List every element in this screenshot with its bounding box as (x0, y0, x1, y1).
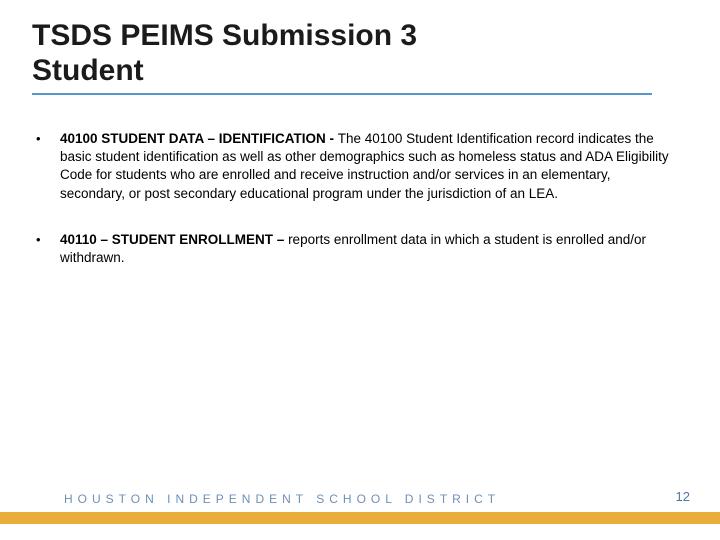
bullet-marker: • (36, 130, 60, 148)
slide: TSDS PEIMS Submission 3 Student • 40100 … (0, 0, 720, 540)
slide-title: TSDS PEIMS Submission 3 Student (32, 18, 672, 89)
bullet-text: 40110 – STUDENT ENROLLMENT – reports enr… (60, 231, 676, 267)
title-line-1: TSDS PEIMS Submission 3 (32, 19, 417, 52)
bullet-marker: • (36, 231, 60, 249)
title-line-2: Student (32, 54, 144, 87)
title-underline (32, 93, 652, 95)
page-number: 12 (676, 489, 690, 504)
title-block: TSDS PEIMS Submission 3 Student (32, 18, 672, 95)
bullet-bold-lead: 40110 – STUDENT ENROLLMENT – (60, 232, 288, 247)
bullet-text: 40100 STUDENT DATA – IDENTIFICATION - Th… (60, 130, 676, 203)
bullet-item: • 40100 STUDENT DATA – IDENTIFICATION - … (36, 130, 676, 203)
footer-org: HOUSTON INDEPENDENT SCHOOL DISTRICT (64, 492, 500, 506)
footer-stripe (0, 512, 720, 524)
body-block: • 40100 STUDENT DATA – IDENTIFICATION - … (36, 130, 676, 295)
bullet-item: • 40110 – STUDENT ENROLLMENT – reports e… (36, 231, 676, 267)
bullet-bold-lead: 40100 STUDENT DATA – IDENTIFICATION - (60, 131, 338, 146)
footer: HOUSTON INDEPENDENT SCHOOL DISTRICT 12 (0, 480, 720, 524)
